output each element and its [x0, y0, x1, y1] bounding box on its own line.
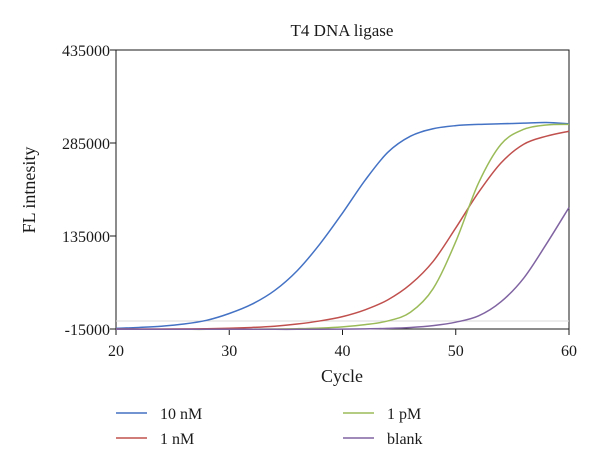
legend-label-10-nm: 10 nM — [160, 406, 202, 423]
x-tick-label: 30 — [221, 343, 237, 360]
y-tick-label: -15000 — [65, 322, 110, 339]
x-tick-label: 40 — [335, 343, 351, 360]
legend: 10 nM 1 nM 1 pM blank — [116, 406, 423, 448]
chart-title: T4 DNA ligase — [291, 21, 394, 40]
x-tick-label: 20 — [108, 343, 124, 360]
series-line-1-pm — [115, 123, 570, 331]
legend-label-1-pm: 1 pM — [387, 406, 421, 423]
plot-frame — [115, 49, 570, 330]
x-tick-label: 60 — [561, 343, 577, 360]
x-axis-label: Cycle — [321, 366, 363, 386]
legend-label-1-nm: 1 nM — [160, 431, 194, 448]
series-layer — [115, 121, 570, 331]
x-tick-label: 50 — [448, 343, 464, 360]
legend-label-blank: blank — [387, 431, 423, 448]
series-line-blank — [115, 207, 570, 331]
y-tick-label: 285000 — [62, 136, 110, 153]
series-line-10-nm — [115, 121, 570, 330]
y-axis-ticks: -15000 135000 285000 435000 — [62, 43, 116, 339]
y-tick-label: 135000 — [62, 229, 110, 246]
y-axis-label: FL intnesity — [19, 147, 39, 234]
series-line-1-nm — [116, 130, 570, 330]
y-tick-label: 435000 — [62, 43, 110, 60]
x-axis-ticks: 20 30 40 50 60 — [108, 329, 577, 360]
